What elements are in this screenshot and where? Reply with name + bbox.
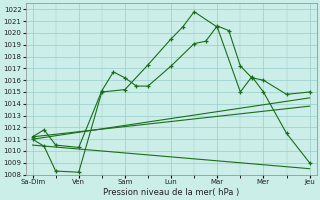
X-axis label: Pression niveau de la mer( hPa ): Pression niveau de la mer( hPa ) — [103, 188, 239, 197]
